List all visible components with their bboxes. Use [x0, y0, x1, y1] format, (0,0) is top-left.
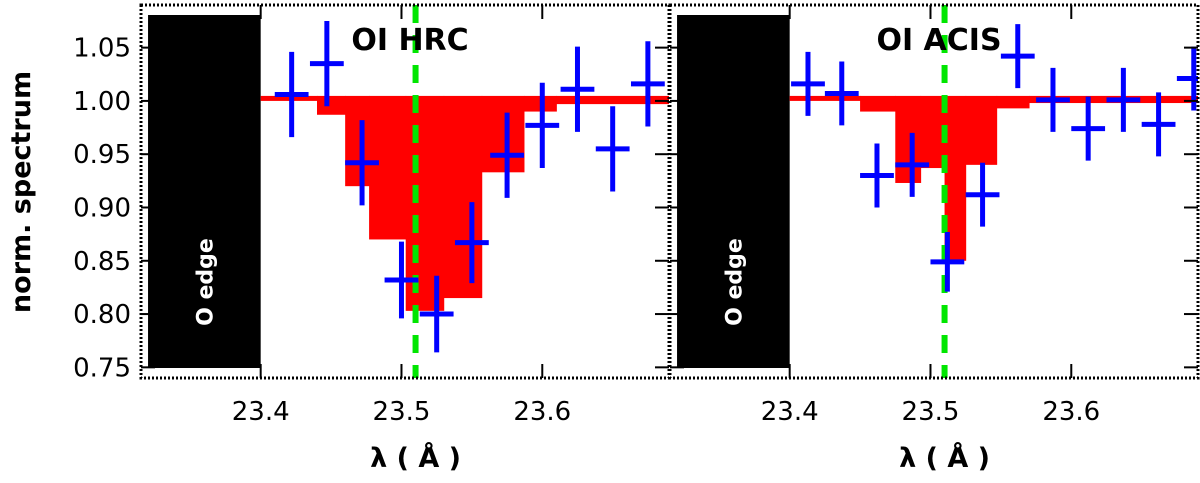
- data-point: [560, 46, 595, 132]
- data-point: [384, 241, 419, 319]
- model-step: [895, 95, 922, 183]
- x-tick-label: 23.5: [902, 397, 960, 427]
- data-point: [345, 120, 379, 206]
- data-point: [791, 51, 825, 116]
- data-point: [895, 132, 930, 197]
- x-tick-label: 23.4: [232, 397, 290, 427]
- data-point: [274, 51, 309, 138]
- axes-frame: [139, 3, 671, 380]
- data-point: [309, 20, 344, 107]
- y-tick-label: 1.00: [73, 87, 131, 117]
- model-step: [996, 95, 1030, 109]
- model-step: [556, 95, 669, 105]
- o-edge-block: [677, 15, 790, 368]
- model-step: [789, 95, 861, 101]
- data-point: [1141, 92, 1176, 157]
- model-step: [920, 95, 946, 169]
- data-point: [630, 41, 665, 127]
- model-step: [369, 95, 407, 240]
- data-point: [1000, 24, 1035, 89]
- edge-label: O edge: [193, 238, 218, 326]
- y-tick-label: 0.85: [73, 247, 131, 277]
- panel-1: O edge OI HRC 23.4 23.5 23.6 0.75 0.80 0.85 0.90…: [6, 3, 671, 474]
- model-step: [481, 95, 525, 173]
- data-point: [965, 162, 1000, 227]
- model-step: [317, 95, 346, 115]
- data-point: [595, 106, 630, 192]
- model-step: [965, 95, 998, 165]
- data-point: [454, 202, 489, 284]
- edge-label: O edge: [722, 238, 747, 326]
- model-step: [443, 95, 483, 299]
- data-point: [419, 275, 454, 353]
- x-tick-label: 23.4: [761, 397, 819, 427]
- data-point: [1036, 67, 1070, 132]
- y-axis-title: norm. spectrum: [6, 71, 37, 313]
- data-point: [930, 231, 965, 292]
- y-tick-label: 0.75: [73, 353, 131, 383]
- axes-frame: [668, 3, 1200, 380]
- x-axis-title: λ ( Å ): [899, 442, 990, 474]
- data-point: [1071, 96, 1106, 161]
- data-point: [1106, 67, 1141, 132]
- panel-2: O edge OI ACIS 23.4 23.5 23.6 λ ( Å ): [668, 3, 1200, 474]
- plot-area: [677, 5, 1198, 378]
- data-point: [1176, 46, 1198, 111]
- panel-title: OI HRC: [351, 23, 468, 58]
- o-edge-block: [148, 15, 261, 368]
- x-axis-title: λ ( Å ): [370, 442, 461, 474]
- x-tick-label: 23.5: [373, 397, 431, 427]
- y-tick-label: 0.80: [73, 300, 131, 330]
- data-point: [490, 112, 524, 198]
- data-point: [824, 61, 859, 126]
- y-tick-label: 0.95: [73, 140, 131, 170]
- y-tick-label: 0.90: [73, 193, 131, 223]
- model-step: [345, 95, 370, 187]
- model-step: [860, 95, 896, 112]
- model-step: [405, 95, 445, 311]
- y-tick-label: 1.05: [73, 34, 131, 64]
- x-tick-label: 23.6: [1042, 397, 1100, 427]
- panel-title: OI ACIS: [876, 23, 1001, 58]
- data-point: [860, 143, 894, 208]
- model-step: [944, 95, 967, 261]
- plot-area: [148, 5, 669, 378]
- model-step: [260, 95, 318, 101]
- x-tick-label: 23.6: [513, 397, 571, 427]
- data-point: [525, 82, 560, 169]
